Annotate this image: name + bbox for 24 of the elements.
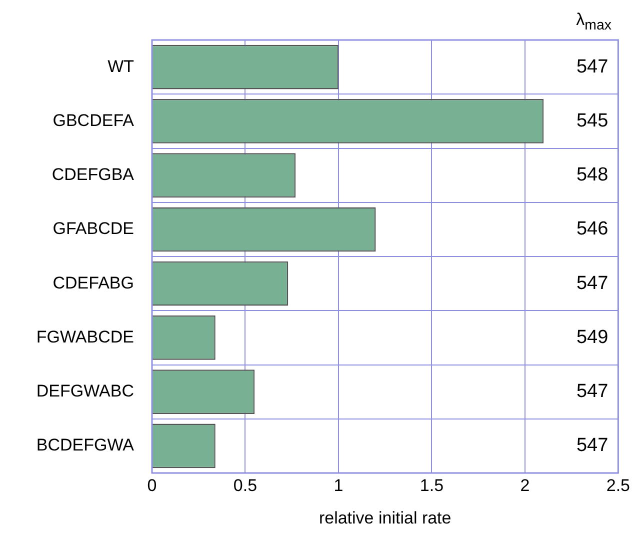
annotation: 546 [576,218,608,240]
y-tick-label: CDEFABG [52,273,134,292]
x-tick-label: 1 [334,476,344,495]
x-tick-label: 1.5 [420,476,444,495]
y-tick-label: GFABCDE [52,219,134,238]
x-tick-label: 2 [520,476,530,495]
x-tick-label: 2.5 [606,476,630,495]
y-tick-label: WT [108,56,134,76]
x-tick-label: 0 [147,476,157,495]
x-axis-title: relative initial rate [318,508,452,528]
annotation: 547 [576,56,608,78]
y-tick-label: DEFGWABC [36,382,134,400]
annotation: 549 [576,326,608,348]
annotation: 548 [576,164,608,186]
y-tick-label: GBCDEFA [52,110,135,130]
y-tick-label: CDEFGBA [52,165,135,184]
x-tick-label: 0.5 [233,476,258,495]
annotation: 547 [576,272,608,294]
y-tick-label: FGWABCDE [36,327,134,346]
annotation: 547 [576,435,608,456]
annotation: 547 [576,381,608,402]
y-tick-label: BCDEFGWA [36,436,135,455]
annotation: 545 [576,110,608,132]
text: λ$_{max}$ [576,10,612,34]
